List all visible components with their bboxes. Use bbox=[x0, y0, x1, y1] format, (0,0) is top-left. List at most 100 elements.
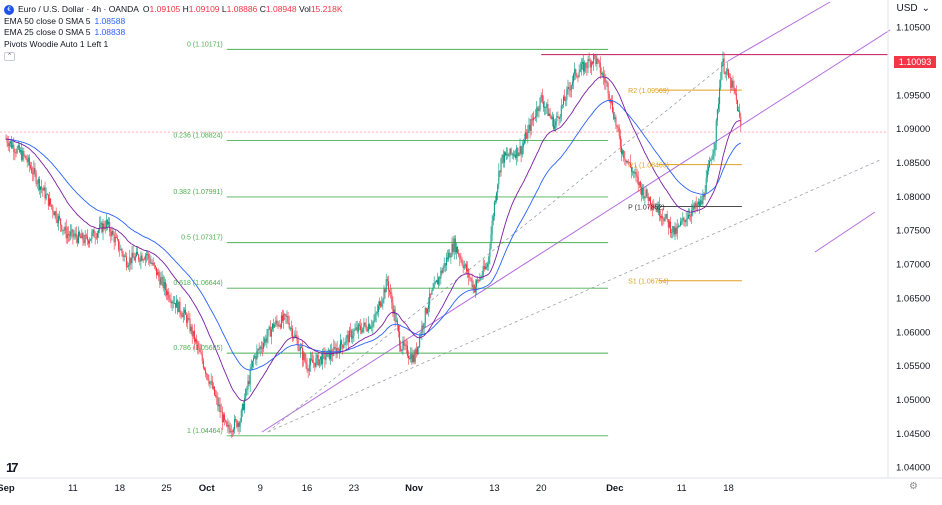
candle-body bbox=[153, 262, 155, 266]
candle-body bbox=[60, 218, 62, 225]
candle-body bbox=[657, 204, 659, 213]
indicator-ema50[interactable]: EMA 50 close 0 SMA 5 1.08588 bbox=[4, 15, 126, 26]
candle-body bbox=[638, 181, 640, 185]
candle-body bbox=[364, 322, 366, 326]
fib-level-label: 0 (1.10171) bbox=[187, 41, 223, 48]
candle-body bbox=[70, 231, 72, 236]
candle-body bbox=[580, 63, 582, 70]
candle-body bbox=[152, 262, 154, 265]
candle-body bbox=[444, 263, 446, 266]
candle-body bbox=[404, 344, 406, 346]
candle-body bbox=[470, 278, 472, 280]
candle-body bbox=[447, 257, 449, 260]
candle-body bbox=[188, 318, 190, 319]
candle-body bbox=[636, 175, 638, 177]
currency-selector[interactable]: USD ⌄ bbox=[896, 3, 930, 14]
collapse-legend-button[interactable]: ⌃ bbox=[4, 52, 15, 61]
candle-body bbox=[278, 325, 280, 327]
pivot-level-label: P (1.07852) bbox=[628, 204, 664, 211]
candle-body bbox=[430, 293, 432, 295]
candle-body bbox=[731, 80, 733, 88]
candle-body bbox=[31, 168, 33, 173]
candle-body bbox=[457, 246, 459, 254]
candle-body bbox=[615, 117, 617, 126]
candle-body bbox=[162, 277, 164, 289]
candle-body bbox=[347, 334, 349, 343]
candle-body bbox=[513, 154, 515, 156]
candle-body bbox=[445, 257, 447, 266]
candle-body bbox=[356, 327, 358, 332]
candle-body bbox=[699, 201, 701, 207]
candle-body bbox=[557, 116, 559, 118]
candle-body bbox=[144, 255, 146, 260]
candle-body bbox=[695, 202, 697, 208]
candle-body bbox=[145, 254, 147, 256]
candle-body bbox=[655, 207, 657, 209]
candle-body bbox=[368, 324, 370, 329]
candle-body bbox=[47, 194, 49, 206]
price-tick-label: 1.07500 bbox=[896, 226, 930, 237]
candle-body bbox=[242, 403, 244, 410]
symbol-title[interactable]: Euro / U.S. Dollar · 4h · OANDA bbox=[18, 4, 139, 14]
trend-dashed-line bbox=[267, 159, 881, 433]
candle-body bbox=[361, 330, 363, 333]
candle-body bbox=[549, 113, 551, 117]
candle-body bbox=[439, 277, 441, 279]
candle-body bbox=[142, 259, 144, 261]
candle-body bbox=[221, 411, 223, 423]
candle-body bbox=[118, 239, 120, 250]
candle-body bbox=[617, 126, 619, 128]
candle-body bbox=[740, 116, 742, 126]
candle-body bbox=[141, 255, 143, 261]
chart-legend: € Euro / U.S. Dollar · 4h · OANDA O1.091… bbox=[4, 4, 343, 61]
candle-body bbox=[366, 329, 368, 331]
gear-icon[interactable]: ⚙ bbox=[909, 481, 918, 492]
candle-body bbox=[225, 420, 227, 422]
candle-body bbox=[40, 186, 42, 190]
candle-body bbox=[501, 154, 503, 159]
candle-body bbox=[370, 327, 372, 329]
candle-body bbox=[537, 107, 539, 111]
candle-body bbox=[308, 364, 310, 371]
candle-body bbox=[7, 143, 9, 147]
candle-body bbox=[465, 264, 467, 272]
candle-body bbox=[376, 311, 378, 314]
candle-body bbox=[629, 162, 631, 167]
candle-body bbox=[25, 156, 27, 160]
candle-body bbox=[559, 116, 561, 119]
candle-body bbox=[216, 396, 218, 398]
indicator-pivots[interactable]: Pivots Woodie Auto 1 Left 1 bbox=[4, 38, 109, 49]
candle-body bbox=[507, 153, 509, 156]
candle-body bbox=[717, 103, 719, 110]
candle-body bbox=[197, 342, 199, 348]
candle-body bbox=[613, 111, 615, 120]
candle-body bbox=[143, 259, 145, 261]
candle-body bbox=[192, 330, 194, 337]
candle-body bbox=[51, 204, 53, 207]
candle-body bbox=[428, 304, 430, 309]
candle-body bbox=[26, 159, 28, 163]
candle-body bbox=[719, 87, 721, 104]
candle-body bbox=[135, 251, 137, 257]
time-tick-label: 9 bbox=[258, 483, 263, 494]
candle-body bbox=[186, 314, 188, 323]
candle-body bbox=[157, 271, 159, 276]
euro-flag-icon: € bbox=[4, 4, 14, 15]
candle-body bbox=[89, 240, 91, 244]
candle-body bbox=[416, 346, 418, 355]
tradingview-logo-icon[interactable]: 17 bbox=[6, 460, 19, 475]
candle-body bbox=[637, 176, 639, 185]
candle-body bbox=[715, 120, 717, 143]
candle-body bbox=[414, 349, 416, 362]
candle-body bbox=[461, 259, 463, 265]
candle-body bbox=[534, 117, 536, 119]
candle-body bbox=[276, 320, 278, 323]
candle-body bbox=[305, 360, 307, 364]
candle-body bbox=[405, 344, 407, 346]
candle-body bbox=[207, 374, 209, 380]
indicator-ema25[interactable]: EMA 25 close 0 SMA 5 1.08838 bbox=[4, 27, 126, 37]
time-tick-label: 23 bbox=[349, 483, 360, 494]
candle-body bbox=[579, 69, 581, 73]
candle-body bbox=[690, 215, 692, 217]
